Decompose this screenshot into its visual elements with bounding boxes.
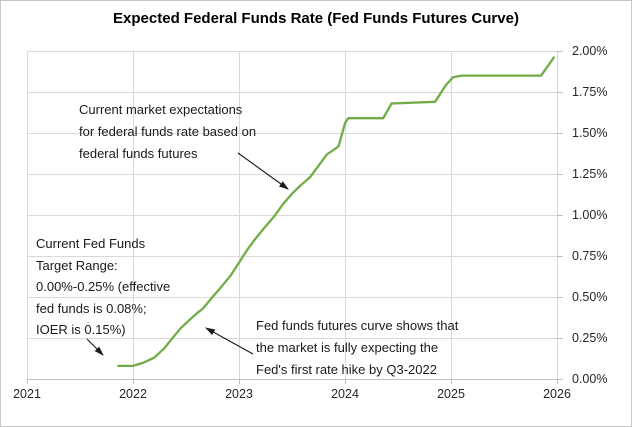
x-tick-label-2026: 2026	[543, 387, 571, 401]
y-tick-label-2-00: 2.00%	[572, 44, 608, 58]
x-tick-label-2025: 2025	[437, 387, 465, 401]
y-tick-label-1-75: 1.75%	[572, 85, 608, 99]
x-tick-label-2024: 2024	[331, 387, 359, 401]
market-expectations-arrow	[237, 152, 289, 190]
rate-hike-arrow	[205, 327, 254, 355]
y-tick-label-0-50: 0.50%	[572, 290, 608, 304]
y-tick-label-1-00: 1.00%	[572, 208, 608, 222]
chart-title: Expected Federal Funds Rate (Fed Funds F…	[113, 10, 519, 27]
x-tick-label-2023: 2023	[225, 387, 253, 401]
y-tick-label-1-25: 1.25%	[572, 167, 608, 181]
fed-funds-futures-line	[117, 56, 555, 368]
x-tick-label-2021: 2021	[13, 387, 41, 401]
annotation-market-expectations: Current market expectations for federal …	[79, 102, 257, 161]
annotation-current-target-range: Current Fed Funds Target Range: 0.00%-0.…	[36, 236, 171, 337]
y-tick-label-0-25: 0.25%	[572, 331, 608, 345]
y-tick-label-0-75: 0.75%	[572, 249, 608, 263]
x-tick-label-2022: 2022	[119, 387, 147, 401]
y-tick-label-0-00: 0.00%	[572, 372, 608, 386]
y-tick-label-1-50: 1.50%	[572, 126, 608, 140]
annotation-first-rate-hike: Fed funds futures curve shows that the m…	[256, 318, 459, 377]
target-range-arrow	[86, 338, 104, 356]
